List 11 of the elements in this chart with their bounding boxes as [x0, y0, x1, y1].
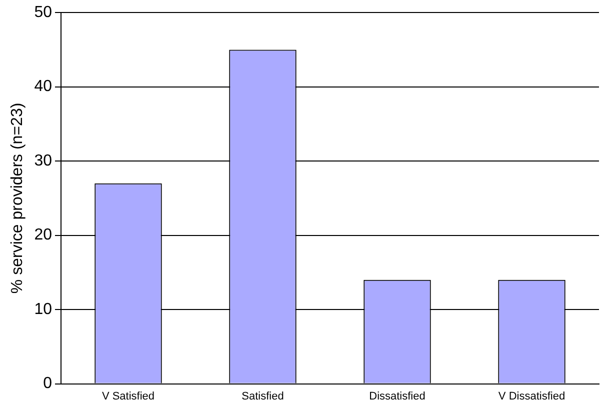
y-tick-label: 0 [43, 375, 52, 392]
x-tick-label: Satisfied [242, 390, 284, 402]
y-tick-label: 20 [34, 226, 52, 244]
x-tick-label: V Dissatisfied [498, 390, 566, 402]
y-tick-label: 50 [34, 4, 52, 22]
y-axis-title: % service providers (n=23) [9, 102, 26, 294]
x-tick-label: V Satisfied [102, 390, 155, 402]
x-tick-label: Dissatisfied [369, 390, 426, 402]
y-tick-label: 10 [34, 300, 52, 318]
y-tick-label: 30 [34, 152, 52, 170]
y-tick-label: 40 [34, 78, 52, 96]
